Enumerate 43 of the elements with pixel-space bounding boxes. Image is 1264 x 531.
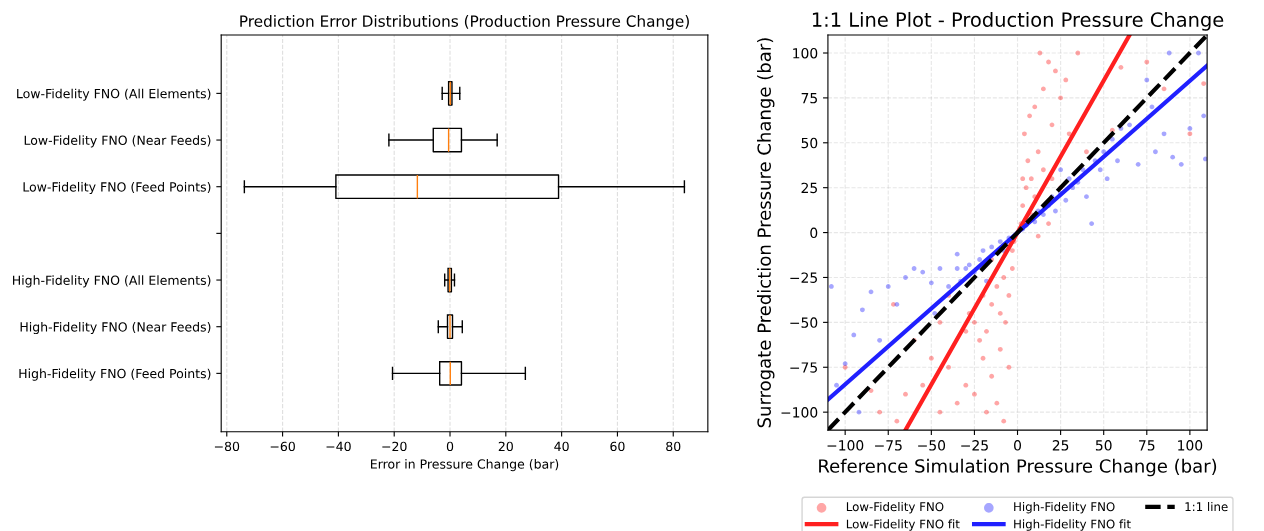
x-tick-label: 75 <box>1139 440 1155 451</box>
chart-title: 1:1 Line Plot - Production Pressure Change <box>812 11 1224 31</box>
y-tick-label: −25 <box>790 272 817 283</box>
y-tick-label: Low-Fidelity FNO (Near Feeds) <box>24 135 211 148</box>
x-tick-label: 40 <box>554 441 569 452</box>
x-tick-label: −60 <box>270 441 295 452</box>
y-tick-label: 100 <box>793 47 818 59</box>
x-tick-label: 50 <box>1095 440 1112 451</box>
legend-label: High-Fidelity FNO <box>1014 501 1115 514</box>
legend-label: Low-Fidelity FNO <box>846 501 944 514</box>
y-tick-label: −75 <box>790 362 817 373</box>
y-tick-label: −100 <box>781 407 818 418</box>
x-tick-label: −25 <box>961 440 988 451</box>
x-tick-label: 60 <box>610 441 625 452</box>
chart-title: Prediction Error Distributions (Production Pressure Change) <box>240 15 689 30</box>
y-tick-label: High-Fidelity FNO (All Elements) <box>13 275 211 288</box>
y-tick-label: High-Fidelity FNO (Feed Points) <box>19 368 211 381</box>
y-tick-label: −50 <box>790 317 818 328</box>
x-tick-label: 20 <box>498 441 513 452</box>
x-tick-label: −40 <box>326 441 351 452</box>
x-axis-title: Reference Simulation Pressure Change (bar) <box>819 458 1217 477</box>
x-tick-label: −20 <box>382 441 407 452</box>
x-axis-title: Error in Pressure Change (bar) <box>371 459 559 472</box>
x-tick-label: 100 <box>1178 440 1203 451</box>
x-tick-label: 25 <box>1052 440 1069 451</box>
legend-label: 1:1 line <box>1185 501 1228 512</box>
x-tick-label: 0 <box>1014 440 1022 451</box>
y-tick-label: Low-Fidelity FNO (Feed Points) <box>23 181 211 195</box>
x-tick-label: 0 <box>446 441 454 452</box>
y-tick-label: 75 <box>801 93 817 104</box>
legend-label: Low-Fidelity FNO fit <box>846 519 960 531</box>
y-tick-label: 0 <box>810 227 818 239</box>
x-tick-label: −100 <box>827 440 864 451</box>
x-tick-label: −80 <box>214 441 240 452</box>
y-tick-label: High-Fidelity FNO (Near Feeds) <box>20 321 211 335</box>
y-axis-title: Surrogate Prediction Pressure Change (bar) <box>757 38 775 428</box>
x-tick-label: 80 <box>666 441 681 452</box>
y-tick-label: Low-Fidelity FNO (All Elements) <box>17 88 211 101</box>
legend-label: High-Fidelity FNO fit <box>1014 519 1131 531</box>
y-tick-label: 50 <box>801 137 818 149</box>
x-tick-label: −75 <box>875 440 902 451</box>
x-tick-label: −50 <box>918 440 946 451</box>
y-tick-label: 25 <box>801 182 817 194</box>
